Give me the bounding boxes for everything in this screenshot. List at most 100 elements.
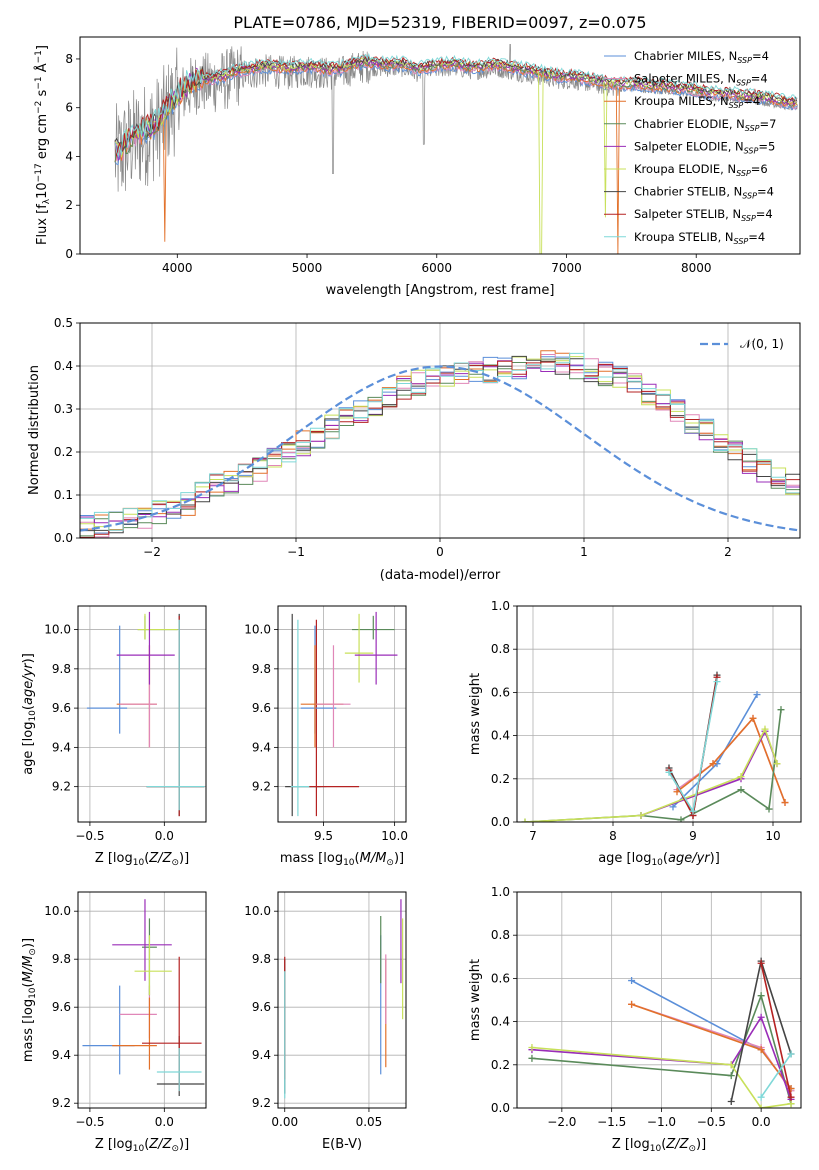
plot-area — [285, 611, 398, 817]
data-point — [665, 768, 673, 776]
data-point — [757, 959, 765, 967]
y-tick-label: 0.4 — [54, 359, 73, 373]
x-tick-label: −0.5 — [697, 1115, 726, 1129]
legend-entry: Chabrier ELODIE, NSSP=7 — [634, 117, 776, 133]
axes-border — [516, 891, 802, 1109]
legend-entry: Kroupa ELODIE, NSSP=6 — [634, 162, 768, 178]
axes-residuals: −2 −1 0 1 2 0.0 0.1 0.2 0.3 0.4 0.5 𝒩(0, 1) (data-mo… — [27, 316, 801, 583]
x-tick-label: 10.0 — [381, 829, 408, 843]
y-tick-label: 9.8 — [252, 952, 271, 966]
data-point — [727, 1061, 735, 1069]
series-line — [531, 993, 792, 1104]
plot-area — [521, 671, 789, 822]
axes-border — [277, 605, 407, 823]
axes-border — [77, 605, 207, 823]
axes-mass-weight-vs-Z: −2.0 −1.5 −1.0 −0.5 0.0 0.0 0.2 0.4 0.6 0.8 1.0 Z [… — [468, 885, 802, 1154]
y-tick-label: 9.8 — [52, 952, 71, 966]
y-axis-label: mass weight — [468, 673, 483, 755]
legend-entry: Kroupa MILES, NSSP=4 — [634, 94, 760, 110]
data-point — [727, 1072, 735, 1080]
legend-entry: Kroupa STELIB, NSSP=4 — [634, 230, 765, 246]
y-tick-label: 0.3 — [54, 402, 73, 416]
y-tick-label: 0.6 — [491, 971, 510, 985]
x-tick-label: 0.0 — [155, 1115, 174, 1129]
plot-area — [82, 899, 205, 1096]
axes-frame: −2.0 −1.5 −1.0 −0.5 0.0 0.0 0.2 0.4 0.6 0.8 1.0 Z [… — [468, 885, 802, 1154]
axes-mass-vs-ebv: 0.00 0.05 9.2 9.4 9.6 9.8 10.0 E(B-V) — [244, 891, 407, 1152]
x-axis-label: age [log10(age/yr)] — [598, 851, 720, 868]
data-point — [757, 1046, 765, 1054]
data-point — [757, 992, 765, 1000]
data-point — [528, 1054, 536, 1062]
figure-title: PLATE=0786, MJD=52319, FIBERID=0097, z=0… — [233, 13, 646, 32]
data-point — [765, 805, 773, 813]
axes-spectrum: 4000 5000 6000 7000 8000 0 2 4 6 8 wavelength [Ang… — [34, 36, 801, 298]
x-tick-label: 10 — [765, 829, 780, 843]
x-tick-label: 8 — [609, 829, 617, 843]
x-tick-label: 7000 — [551, 261, 582, 275]
x-tick-label: 2 — [724, 545, 732, 559]
x-tick-label: −0.5 — [75, 829, 104, 843]
axes-mass-vs-Z: −0.5 0.0 9.2 9.4 9.6 9.8 10.0 Z [log10(Z/Z⊙)] ma… — [21, 891, 207, 1154]
x-tick-label: 0.00 — [271, 1115, 298, 1129]
y-axis-label: Flux [fλ10−17 erg cm−2 s−1 Å−1] — [34, 45, 52, 245]
data-point — [528, 1044, 536, 1052]
y-tick-label: 9.6 — [52, 701, 71, 715]
y-tick-label: 9.6 — [252, 1000, 271, 1014]
data-point — [737, 786, 745, 794]
data-point — [753, 691, 761, 699]
data-point — [757, 1093, 765, 1101]
y-tick-label: 6 — [65, 101, 73, 115]
y-tick-label: 0.0 — [491, 815, 510, 829]
x-tick-label: −1.0 — [647, 1115, 676, 1129]
y-tick-label: 0.8 — [491, 642, 510, 656]
y-tick-label: 10.0 — [44, 623, 71, 637]
plot-area — [528, 957, 795, 1108]
legend-entry: Chabrier MILES, NSSP=4 — [634, 49, 769, 65]
plot-area — [284, 899, 404, 1099]
y-tick-label: 4 — [65, 149, 73, 163]
series-line — [640, 729, 778, 817]
y-tick-label: 9.8 — [252, 662, 271, 676]
x-tick-label: −2.0 — [547, 1115, 576, 1129]
legend-entry: Salpeter STELIB, NSSP=4 — [634, 207, 773, 223]
y-tick-label: 0.6 — [491, 685, 510, 699]
x-tick-label: 6000 — [421, 261, 452, 275]
y-axis-label: Normed distribution — [27, 365, 42, 495]
x-axis-label: (data-model)/error — [380, 568, 501, 583]
y-tick-label: 2 — [65, 198, 73, 212]
y-tick-label: 0.5 — [54, 316, 73, 330]
data-point — [757, 1104, 765, 1108]
data-point — [749, 714, 757, 722]
data-point — [727, 1098, 735, 1106]
legend-entry: Salpeter ELODIE, NSSP=5 — [634, 139, 775, 155]
legend-entry: 𝒩(0, 1) — [740, 337, 784, 351]
data-point — [628, 1000, 636, 1008]
y-axis-label: mass weight — [468, 959, 483, 1041]
y-tick-label: 9.2 — [52, 780, 71, 794]
y-tick-label: 0.1 — [54, 488, 73, 502]
legend-entry: Salpeter MILES, NSSP=4 — [634, 72, 768, 88]
x-tick-label: −1.5 — [597, 1115, 626, 1129]
data-point — [689, 807, 697, 815]
axes-frame: 7 8 9 10 0.0 0.2 0.4 0.6 0.8 1.0 age [log10(age/yr… — [468, 599, 802, 868]
legend: Chabrier MILES, NSSP=4 Salpeter MILES, NS… — [604, 49, 776, 246]
y-tick-label: 0.0 — [491, 1101, 510, 1115]
axes-border — [277, 891, 407, 1109]
axes-frame: −0.5 0.0 9.2 9.4 9.6 9.8 10.0 Z [log10(Z/Z⊙)] ma… — [21, 891, 207, 1154]
x-tick-label: 4000 — [162, 261, 193, 275]
x-tick-label: −2 — [143, 545, 161, 559]
y-tick-label: 1.0 — [491, 599, 510, 613]
data-point — [637, 812, 645, 820]
x-tick-label: 0 — [436, 545, 444, 559]
x-tick-label: 1 — [580, 545, 588, 559]
x-tick-label: 0.0 — [155, 829, 174, 843]
data-point — [628, 977, 636, 985]
y-tick-label: 8 — [65, 52, 73, 66]
data-point — [787, 1050, 795, 1058]
x-tick-label: −0.5 — [75, 1115, 104, 1129]
x-tick-label: −1 — [287, 545, 305, 559]
x-tick-label: 0.05 — [356, 1115, 383, 1129]
normal-curve — [80, 365, 800, 532]
